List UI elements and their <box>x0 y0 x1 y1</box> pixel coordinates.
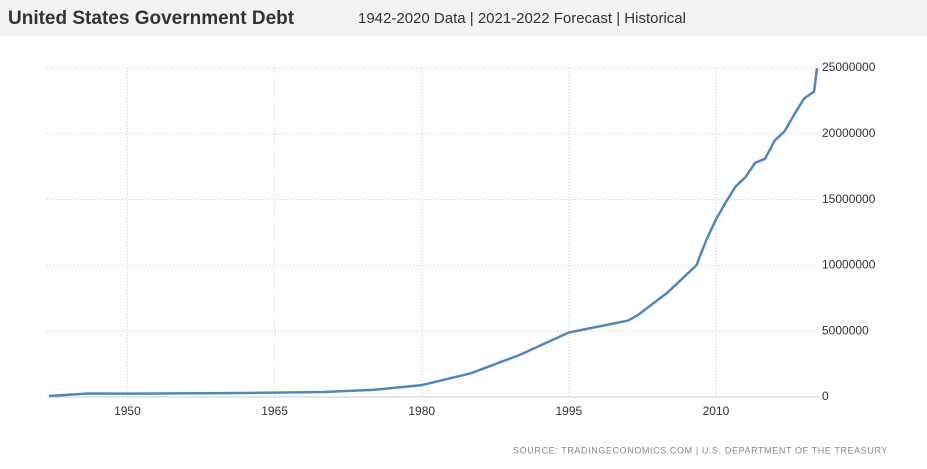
y-tick-label: 5000000 <box>822 323 869 337</box>
x-tick-label: 1980 <box>408 404 435 418</box>
header-bar <box>0 0 927 36</box>
y-tick-label: 0 <box>822 389 829 403</box>
y-tick-label: 15000000 <box>822 192 876 206</box>
y-tick-label: 25000000 <box>822 60 876 74</box>
x-tick-label: 1950 <box>114 404 141 418</box>
chart-subtitle: 1942-2020 Data | 2021-2022 Forecast | Hi… <box>358 10 686 27</box>
x-tick-label: 2010 <box>703 404 730 418</box>
source: SOURCE: TRADINGECONOMICS.COM | U.S. DEPA… <box>513 445 888 455</box>
x-tick-label: 1995 <box>555 404 582 418</box>
chart-title: United States Government Debt <box>8 8 295 29</box>
y-tick-label: 10000000 <box>822 258 876 272</box>
data-line <box>48 67 819 398</box>
y-tick-label: 20000000 <box>822 126 876 140</box>
x-tick-label: 1965 <box>261 404 288 418</box>
